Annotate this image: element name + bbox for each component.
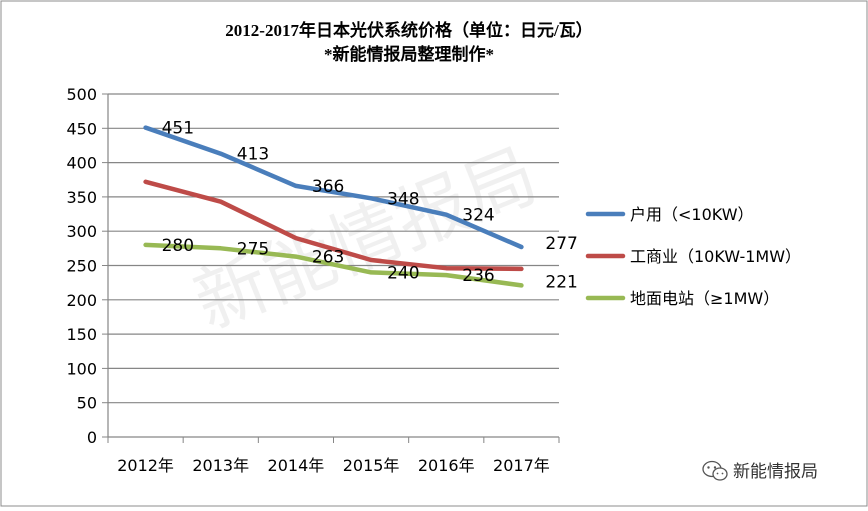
legend-label-commercial: 工商业（10KW-1MW） (630, 247, 801, 266)
y-tick-label: 500 (66, 85, 97, 104)
series-line-residential (143, 125, 524, 250)
brand-name: 新能情报局 (733, 462, 818, 482)
x-tick-label: 2016年 (418, 456, 475, 475)
data-label: 348 (387, 189, 419, 209)
data-label: 263 (312, 248, 344, 268)
brand-footer: 新能情报局 (702, 460, 818, 482)
data-label: 275 (237, 239, 269, 259)
data-label: 451 (162, 119, 194, 139)
data-label: 324 (462, 206, 494, 226)
chart-subtitle: *新能情报局整理制作* (324, 44, 494, 64)
y-tick-label: 300 (66, 222, 97, 241)
data-label: 236 (462, 266, 494, 286)
y-tick-label: 350 (66, 188, 97, 207)
y-tick-label: 150 (66, 325, 97, 344)
legend: 户用（<10KW） 工商业（10KW-1MW） 地面电站（≥1MW） (585, 205, 801, 308)
y-tick-label: 400 (66, 154, 97, 173)
series-lines (143, 125, 524, 288)
series-line-ground (143, 242, 524, 288)
legend-label-residential: 户用（<10KW） (630, 205, 754, 224)
x-tick-label: 2014年 (268, 456, 325, 475)
legend-label-ground: 地面电站（≥1MW） (630, 289, 779, 308)
x-tick-label: 2015年 (343, 456, 400, 475)
data-label: 221 (545, 272, 577, 292)
data-label: 413 (237, 145, 269, 165)
y-tick-label: 0 (87, 428, 97, 447)
data-label: 277 (545, 234, 577, 254)
data-labels: 451 413 366 348 324 277 280 275 263 240 236 221 (162, 119, 578, 293)
series-line-commercial (143, 179, 524, 272)
wechat-icon (702, 460, 728, 481)
y-tick-label: 200 (66, 291, 97, 310)
x-tick-label: 2017年 (493, 456, 550, 475)
chart-title: 2012-2017年日本光伏系统价格（单位：日元/瓦） (225, 20, 592, 40)
y-tick-label: 450 (66, 119, 97, 138)
x-tick-label: 2013年 (192, 456, 249, 475)
y-tick-label: 100 (66, 359, 97, 378)
data-label: 366 (312, 177, 344, 197)
x-tick-label: 2012年 (117, 456, 174, 475)
y-tick-label: 250 (66, 257, 97, 276)
data-label: 240 (387, 263, 419, 283)
y-tick-label: 50 (77, 394, 97, 413)
data-label: 280 (162, 236, 194, 256)
axes: 0 50 100 150 200 250 300 350 400 450 500 2012年 2013年… (66, 85, 560, 475)
